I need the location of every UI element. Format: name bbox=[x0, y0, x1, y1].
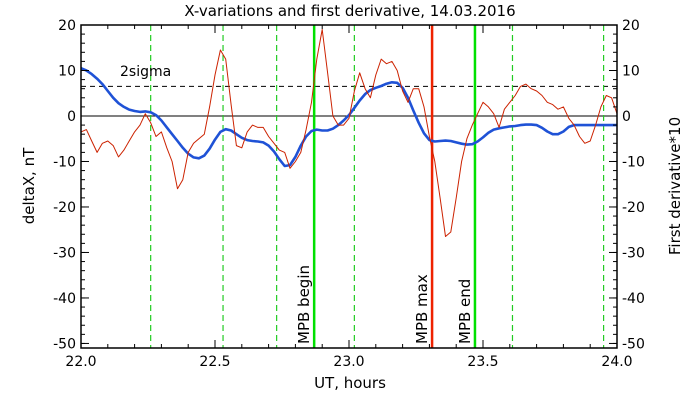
y-axis-title-left: deltaX, nT bbox=[20, 147, 38, 224]
sigma-label: 2sigma bbox=[120, 64, 171, 80]
chart-title: X-variations and first derivative, 14.03… bbox=[184, 2, 515, 20]
x-tick-label: 23.5 bbox=[467, 354, 498, 370]
series-line-deltaX bbox=[80, 67, 617, 168]
marker-label-mpb_begin: MPB begin bbox=[295, 265, 313, 344]
y-tick-label-left: -30 bbox=[53, 245, 76, 261]
y-axis-title-right: First derivative*10 bbox=[666, 117, 684, 255]
marker-label-mpb_max: MPB max bbox=[413, 274, 431, 344]
y-tick-label-right: 20 bbox=[622, 18, 640, 34]
y-tick-label-left: -50 bbox=[53, 336, 76, 352]
y-tick-label-right: 0 bbox=[622, 109, 631, 125]
y-tick-label-left: 10 bbox=[58, 63, 76, 79]
x-tick-label: 22.0 bbox=[65, 354, 96, 370]
y-tick-label-right: 10 bbox=[622, 63, 640, 79]
y-tick-label-left: -40 bbox=[53, 291, 76, 307]
y-tick-label-left: 0 bbox=[67, 109, 76, 125]
x-axis-title: UT, hours bbox=[314, 374, 386, 392]
y-tick-label-left: 20 bbox=[58, 18, 76, 34]
y-tick-label-right: -30 bbox=[622, 245, 645, 261]
x-tick-label: 22.5 bbox=[199, 354, 230, 370]
y-tick-label-right: -20 bbox=[622, 200, 645, 216]
series-line-derivative bbox=[80, 29, 618, 237]
y-tick-label-right: -10 bbox=[622, 154, 645, 170]
marker-label-mpb_end: MPB end bbox=[456, 279, 474, 344]
x-tick-label: 23.0 bbox=[333, 354, 364, 370]
y-tick-label-right: -40 bbox=[622, 291, 645, 307]
y-tick-label-right: -50 bbox=[622, 336, 645, 352]
y-tick-label-left: -10 bbox=[53, 154, 76, 170]
x-tick-label: 24.0 bbox=[601, 354, 632, 370]
plot-frame bbox=[80, 24, 618, 349]
y-tick-label-left: -20 bbox=[53, 200, 76, 216]
